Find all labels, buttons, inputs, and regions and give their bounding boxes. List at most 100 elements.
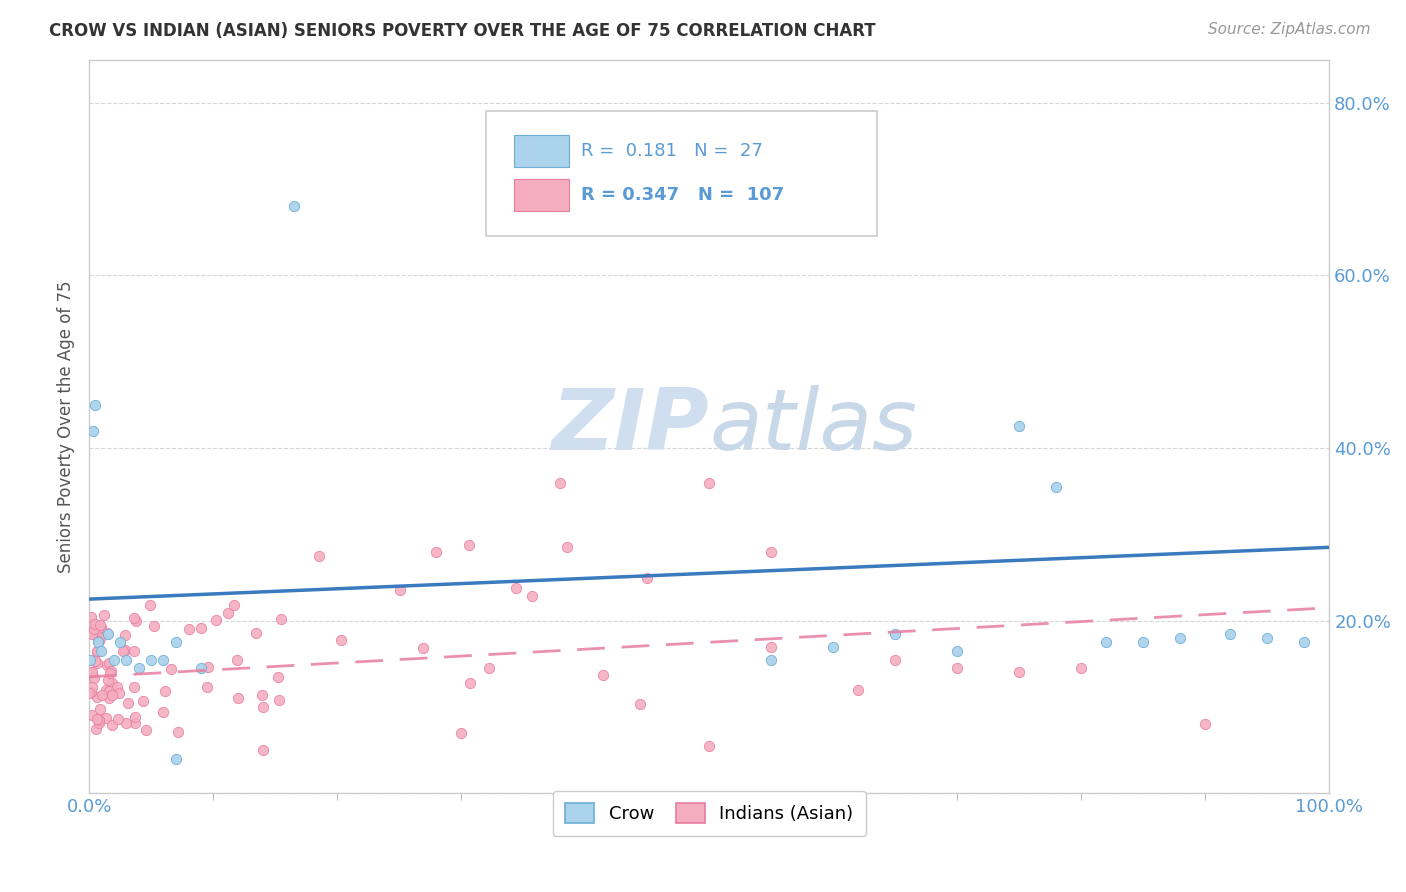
Point <box>245 626 267 640</box>
Point <box>114 643 136 657</box>
Point <box>115 716 138 731</box>
Point <box>96 683 118 698</box>
Text: atlas: atlas <box>709 385 917 468</box>
Point <box>83 671 105 685</box>
Point <box>114 628 136 642</box>
Point <box>80 665 103 680</box>
Point <box>100 664 122 678</box>
Point <box>759 640 782 654</box>
Point <box>87 634 110 648</box>
Point <box>89 715 111 730</box>
Point <box>1095 635 1118 649</box>
Text: CROW VS INDIAN (ASIAN) SENIORS POVERTY OVER THE AGE OF 75 CORRELATION CHART: CROW VS INDIAN (ASIAN) SENIORS POVERTY O… <box>49 22 876 40</box>
Point <box>80 665 103 679</box>
Point <box>1194 717 1216 731</box>
Point <box>697 475 720 490</box>
Point <box>80 685 103 699</box>
Point <box>505 581 527 595</box>
Point <box>94 711 117 725</box>
Point <box>98 683 121 698</box>
Point <box>86 656 108 670</box>
Point <box>132 693 155 707</box>
Point <box>1219 626 1241 640</box>
Point <box>557 541 579 555</box>
Point <box>97 673 120 687</box>
Point <box>190 661 212 675</box>
Point <box>87 635 110 649</box>
Point <box>86 690 108 704</box>
Point <box>96 626 118 640</box>
Text: R =  0.181   N =  27: R = 0.181 N = 27 <box>582 143 763 161</box>
Point <box>228 690 250 705</box>
Text: ZIP: ZIP <box>551 385 709 468</box>
Point <box>759 652 782 666</box>
Point <box>87 632 110 646</box>
Point <box>90 644 112 658</box>
Point <box>86 712 108 726</box>
Point <box>89 702 111 716</box>
Point <box>1170 631 1192 645</box>
Point <box>1008 665 1031 680</box>
Point <box>84 722 107 736</box>
Point <box>308 549 330 563</box>
Point <box>225 653 247 667</box>
Point <box>884 652 907 666</box>
Point <box>100 717 122 731</box>
Point <box>83 654 105 668</box>
Point <box>89 714 111 728</box>
Point <box>96 658 118 673</box>
Point <box>823 640 845 654</box>
FancyBboxPatch shape <box>515 136 569 168</box>
Text: Source: ZipAtlas.com: Source: ZipAtlas.com <box>1208 22 1371 37</box>
Text: R = 0.347   N =  107: R = 0.347 N = 107 <box>582 186 785 204</box>
Point <box>458 676 481 690</box>
Point <box>636 570 658 584</box>
Point <box>97 626 120 640</box>
Point <box>135 723 157 737</box>
Point <box>124 710 146 724</box>
Point <box>80 680 103 694</box>
Point <box>90 620 112 634</box>
Point <box>412 641 434 656</box>
Point <box>759 544 782 558</box>
Point <box>115 652 138 666</box>
Point <box>108 686 131 700</box>
Point <box>550 475 572 490</box>
Point <box>252 743 274 757</box>
Point <box>80 707 103 722</box>
Point <box>125 614 148 628</box>
Point <box>1045 480 1067 494</box>
Point <box>477 661 499 675</box>
Point <box>83 622 105 636</box>
Point <box>1256 631 1278 645</box>
Point <box>520 589 543 603</box>
Point <box>89 632 111 646</box>
Point <box>86 644 108 658</box>
Y-axis label: Seniors Poverty Over the Age of 75: Seniors Poverty Over the Age of 75 <box>58 280 75 573</box>
Point <box>124 716 146 731</box>
Point <box>128 661 150 675</box>
Point <box>165 635 187 649</box>
Point <box>389 582 412 597</box>
Point <box>98 691 121 706</box>
Point <box>269 693 291 707</box>
Point <box>1294 635 1316 649</box>
Point <box>160 662 183 676</box>
Point <box>252 700 274 714</box>
Point <box>103 652 125 666</box>
Point <box>166 725 188 739</box>
Point <box>79 626 101 640</box>
Point <box>111 643 134 657</box>
Point <box>1008 419 1031 434</box>
Point <box>77 686 100 700</box>
Point <box>946 644 969 658</box>
Point <box>139 598 162 612</box>
Point <box>89 617 111 632</box>
Point <box>884 626 907 640</box>
Point <box>628 697 651 711</box>
Point <box>177 622 200 636</box>
Point <box>79 652 101 666</box>
Point <box>107 712 129 726</box>
Point <box>139 652 162 666</box>
Point <box>90 688 112 702</box>
